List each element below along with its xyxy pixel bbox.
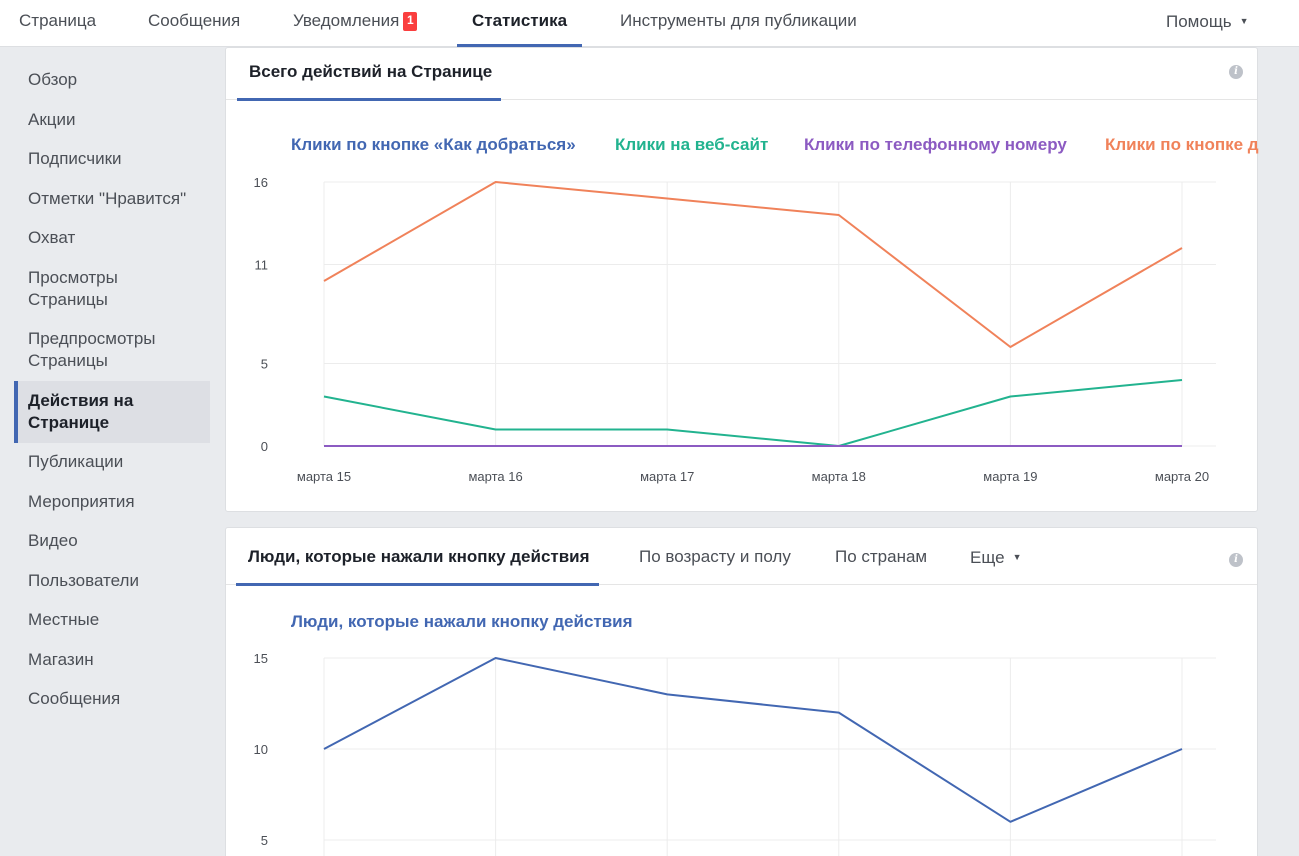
series-line xyxy=(323,181,1183,348)
legend-website-clicks[interactable]: Клики на веб-сайт xyxy=(615,135,769,154)
x-tick-label: марта 19 xyxy=(983,469,1037,484)
people-clicked-action-line-chart: 5 10 15 xyxy=(254,651,1216,856)
y-tick-label: 15 xyxy=(254,651,268,666)
sidebar-item-shop[interactable]: Магазин xyxy=(28,650,94,669)
notification-count-badge: 1 xyxy=(403,12,418,31)
total-actions-card-header: Всего действий на Странице i xyxy=(226,48,1257,101)
y-tick-label: 10 xyxy=(254,742,268,757)
sidebar-item-followers[interactable]: Подписчики xyxy=(28,149,122,168)
tab-people-clicked-action[interactable]: Люди, которые нажали кнопку действия xyxy=(236,528,599,586)
x-tick-label: марта 18 xyxy=(812,469,866,484)
sidebar-item-reach[interactable]: Охват xyxy=(28,228,76,247)
info-icon[interactable]: i xyxy=(1229,553,1243,567)
series-line xyxy=(323,657,1183,823)
chevron-down-icon: ▼ xyxy=(1012,552,1022,562)
tab-page[interactable]: Страница xyxy=(19,11,97,30)
tab-publishing-tools[interactable]: Инструменты для публикации xyxy=(620,11,857,30)
help-label: Помощь xyxy=(1166,12,1232,31)
sidebar-item-local[interactable]: Местные xyxy=(28,610,100,629)
x-tick-label: марта 20 xyxy=(1155,469,1209,484)
total-actions-line-chart: 0 5 11 16 марта 15 марта 16 марта 17 марта 18 ма… xyxy=(254,175,1216,484)
chevron-down-icon: ▼ xyxy=(1239,16,1249,26)
sidebar-item-likes[interactable]: Отметки "Нравится" xyxy=(28,189,187,208)
sidebar-item-page-previews[interactable]: Предпросмотры Страницы xyxy=(28,329,156,370)
y-tick-label: 0 xyxy=(261,439,268,454)
x-tick-label: марта 17 xyxy=(640,469,694,484)
y-tick-label: 5 xyxy=(261,833,268,848)
sidebar-item-page-actions[interactable]: Действия на Странице xyxy=(14,381,210,443)
total-actions-card: Всего действий на Странице i Клики по кн… xyxy=(225,47,1259,512)
y-tick-label: 5 xyxy=(261,357,268,372)
tab-notifications-label: Уведомления xyxy=(293,11,400,30)
tab-notifications[interactable]: Уведомления 1 xyxy=(293,0,418,47)
sidebar-item-page-views[interactable]: Просмотры Страницы xyxy=(28,268,118,309)
legend-action-button-clicks[interactable]: Клики по кнопке де… xyxy=(1105,135,1259,154)
legend-phone-clicks[interactable]: Клики по телефонному номеру xyxy=(804,135,1067,154)
legend-directions-clicks[interactable]: Клики по кнопке «Как добраться» xyxy=(291,135,576,154)
y-tick-label: 16 xyxy=(254,175,268,190)
legend-people-clicked-action[interactable]: Люди, которые нажали кнопку действия xyxy=(291,612,633,631)
chart-legend: Клики по кнопке «Как добраться» Клики на… xyxy=(226,134,1259,156)
help-menu[interactable]: Помощь ▼ xyxy=(1166,0,1249,47)
sidebar-item-posts[interactable]: Публикации xyxy=(28,452,124,471)
tab-more-label: Еще xyxy=(970,548,1005,567)
tab-insights[interactable]: Статистика xyxy=(456,0,583,47)
tab-by-age-gender[interactable]: По возрасту и полу xyxy=(639,547,791,566)
sidebar-item-promotions[interactable]: Акции xyxy=(28,110,76,129)
info-icon[interactable]: i xyxy=(1229,65,1243,79)
tab-messages[interactable]: Сообщения xyxy=(148,11,241,30)
top-navigation: Страница Сообщения Уведомления 1 Статисти… xyxy=(0,0,1299,47)
sidebar-item-events[interactable]: Мероприятия xyxy=(28,492,135,511)
tab-total-page-actions[interactable]: Всего действий на Странице xyxy=(236,48,502,101)
sidebar-item-overview[interactable]: Обзор xyxy=(28,70,78,89)
sidebar-item-videos[interactable]: Видео xyxy=(28,531,78,550)
y-tick-label: 11 xyxy=(255,258,269,273)
action-button-people-card: Люди, которые нажали кнопку действия По … xyxy=(225,527,1258,856)
series-line xyxy=(323,379,1183,447)
x-tick-label: марта 15 xyxy=(297,469,351,484)
sidebar-item-page-actions-label: Действия на Странице xyxy=(28,391,134,432)
x-tick-label: марта 16 xyxy=(468,469,522,484)
tab-more[interactable]: Еще ▼ xyxy=(970,528,1022,585)
action-button-people-card-header: Люди, которые нажали кнопку действия По … xyxy=(226,528,1257,586)
tab-by-country[interactable]: По странам xyxy=(835,547,928,566)
sidebar-item-messages[interactable]: Сообщения xyxy=(28,689,121,708)
sidebar-item-people[interactable]: Пользователи xyxy=(28,571,139,590)
